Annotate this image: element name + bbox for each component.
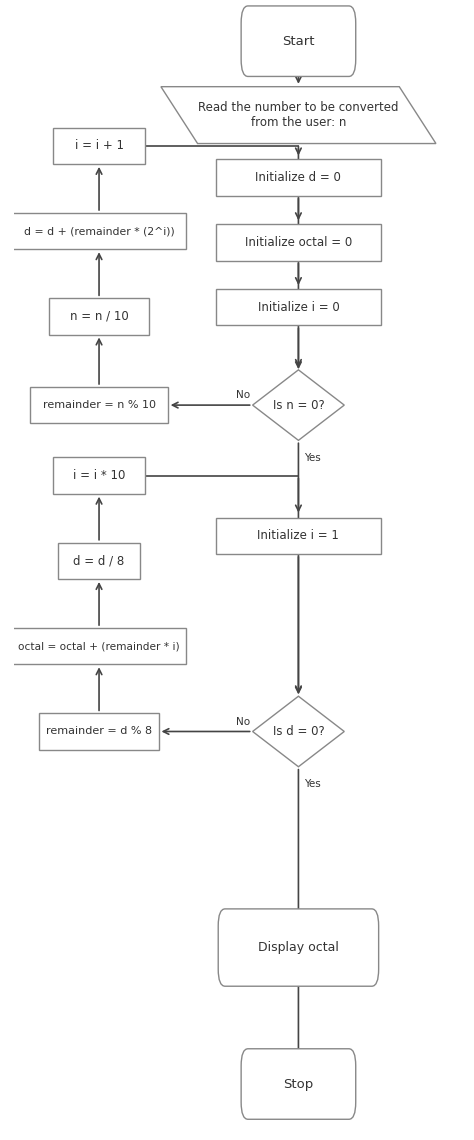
Text: remainder = n % 10: remainder = n % 10	[43, 400, 155, 410]
Text: Yes: Yes	[304, 453, 321, 463]
Polygon shape	[253, 697, 344, 767]
Text: Initialize d = 0: Initialize d = 0	[255, 171, 341, 185]
FancyBboxPatch shape	[216, 225, 381, 261]
Text: remainder = d % 8: remainder = d % 8	[46, 726, 152, 736]
FancyBboxPatch shape	[216, 160, 381, 196]
Polygon shape	[253, 369, 344, 440]
FancyBboxPatch shape	[216, 290, 381, 326]
Polygon shape	[161, 87, 436, 144]
Text: No: No	[236, 390, 250, 400]
Text: d = d / 8: d = d / 8	[73, 554, 125, 568]
FancyBboxPatch shape	[39, 714, 159, 750]
Text: Is d = 0?: Is d = 0?	[273, 725, 324, 738]
FancyBboxPatch shape	[241, 6, 356, 76]
Text: Read the number to be converted
from the user: n: Read the number to be converted from the…	[198, 101, 399, 129]
FancyBboxPatch shape	[49, 299, 149, 335]
Text: Display octal: Display octal	[258, 940, 339, 954]
FancyBboxPatch shape	[53, 457, 145, 494]
Text: n = n / 10: n = n / 10	[70, 310, 128, 323]
Text: Initialize i = 0: Initialize i = 0	[257, 301, 339, 314]
Text: Initialize octal = 0: Initialize octal = 0	[245, 236, 352, 249]
FancyBboxPatch shape	[218, 909, 379, 986]
Text: d = d + (remainder * (2^i)): d = d + (remainder * (2^i))	[24, 226, 174, 236]
FancyBboxPatch shape	[58, 543, 140, 579]
FancyBboxPatch shape	[12, 628, 186, 665]
FancyBboxPatch shape	[216, 518, 381, 554]
Text: Is n = 0?: Is n = 0?	[273, 399, 324, 412]
Text: i = i * 10: i = i * 10	[73, 470, 125, 482]
FancyBboxPatch shape	[53, 128, 145, 164]
Text: No: No	[236, 717, 250, 726]
FancyBboxPatch shape	[30, 386, 168, 423]
FancyBboxPatch shape	[241, 1049, 356, 1119]
Text: octal = octal + (remainder * i): octal = octal + (remainder * i)	[18, 641, 180, 651]
FancyBboxPatch shape	[12, 213, 186, 250]
Text: Stop: Stop	[283, 1077, 314, 1091]
Text: Start: Start	[282, 34, 315, 48]
Text: i = i + 1: i = i + 1	[74, 139, 124, 153]
Text: Yes: Yes	[304, 780, 321, 789]
Text: Initialize i = 1: Initialize i = 1	[257, 529, 339, 543]
